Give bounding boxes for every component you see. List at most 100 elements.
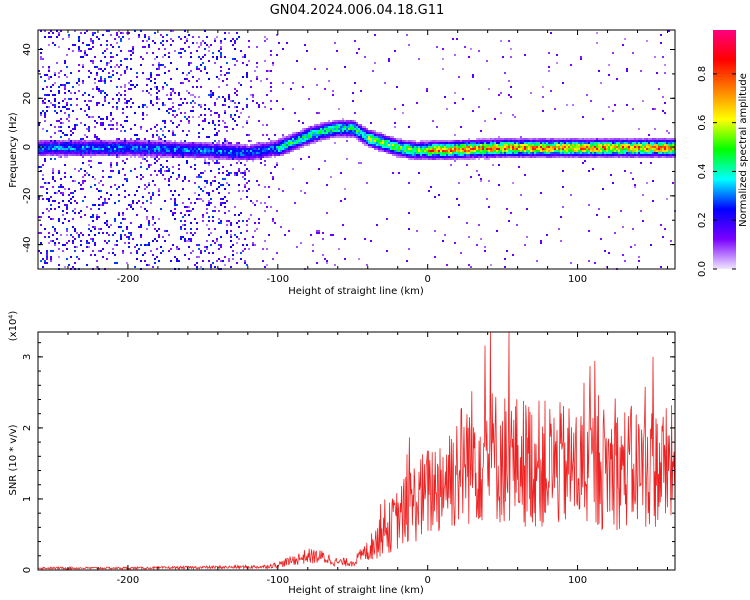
heatmap-cell bbox=[382, 150, 384, 152]
heatmap-cell bbox=[104, 142, 106, 144]
heatmap-cell bbox=[88, 234, 90, 236]
heatmap-cell bbox=[78, 144, 80, 146]
heatmap-cell bbox=[584, 146, 586, 148]
heatmap-cell bbox=[244, 174, 246, 176]
heatmap-cell bbox=[630, 154, 632, 156]
heatmap-cell bbox=[594, 146, 596, 148]
heatmap-cell bbox=[520, 146, 522, 148]
heatmap-cell bbox=[82, 66, 84, 68]
heatmap-cell bbox=[160, 208, 162, 210]
heatmap-cell bbox=[72, 266, 74, 268]
heatmap-cell bbox=[124, 152, 126, 154]
heatmap-cell bbox=[224, 32, 226, 34]
heatmap-cell bbox=[594, 148, 596, 150]
heatmap-cell bbox=[550, 152, 552, 154]
heatmap-cell bbox=[596, 142, 598, 144]
heatmap-cell bbox=[162, 154, 164, 156]
heatmap-cell bbox=[68, 82, 70, 84]
heatmap-cell bbox=[138, 154, 140, 156]
heatmap-cell bbox=[142, 146, 144, 148]
heatmap-cell bbox=[86, 104, 88, 106]
heatmap-cell bbox=[456, 198, 458, 200]
heatmap-cell bbox=[398, 144, 400, 146]
heatmap-cell bbox=[376, 140, 378, 142]
heatmap-cell bbox=[584, 152, 586, 154]
heatmap-cell bbox=[446, 152, 448, 154]
heatmap-cell bbox=[594, 154, 596, 156]
heatmap-cell bbox=[398, 142, 400, 144]
heatmap-cell bbox=[66, 54, 68, 56]
heatmap-cell bbox=[152, 64, 154, 66]
heatmap-cell bbox=[444, 142, 446, 144]
heatmap-cell bbox=[496, 150, 498, 152]
heatmap-cell bbox=[72, 226, 74, 228]
heatmap-cell bbox=[606, 150, 608, 152]
heatmap-cell bbox=[230, 116, 232, 118]
heatmap-cell bbox=[494, 138, 496, 140]
heatmap-cell bbox=[594, 140, 596, 142]
heatmap-cell bbox=[98, 216, 100, 218]
heatmap-cell bbox=[536, 146, 538, 148]
heatmap-cell bbox=[146, 244, 148, 246]
heatmap-cell bbox=[326, 134, 328, 136]
heatmap-cell bbox=[580, 150, 582, 152]
heatmap-cell bbox=[600, 152, 602, 154]
heatmap-cell bbox=[644, 144, 646, 146]
heatmap-cell bbox=[84, 32, 86, 34]
heatmap-cell bbox=[42, 148, 44, 150]
heatmap-cell bbox=[638, 138, 640, 140]
heatmap-cell bbox=[240, 84, 242, 86]
heatmap-cell bbox=[44, 98, 46, 100]
heatmap-cell bbox=[180, 104, 182, 106]
heatmap-cell bbox=[94, 134, 96, 136]
heatmap-cell bbox=[220, 146, 222, 148]
heatmap-cell bbox=[184, 30, 186, 32]
heatmap-cell bbox=[530, 140, 532, 142]
heatmap-cell bbox=[408, 146, 410, 148]
heatmap-cell bbox=[164, 120, 166, 122]
heatmap-cell bbox=[210, 92, 212, 94]
heatmap-cell bbox=[232, 100, 234, 102]
heatmap-cell bbox=[168, 150, 170, 152]
heatmap-cell bbox=[110, 128, 112, 130]
heatmap-cell bbox=[206, 204, 208, 206]
heatmap-cell bbox=[618, 138, 620, 140]
heatmap-cell bbox=[224, 144, 226, 146]
heatmap-cell bbox=[92, 42, 94, 44]
heatmap-cell bbox=[480, 150, 482, 152]
heatmap-cell bbox=[474, 140, 476, 142]
heatmap-cell bbox=[272, 148, 274, 150]
heatmap-cell bbox=[628, 138, 630, 140]
heatmap-cell bbox=[260, 142, 262, 144]
heatmap-cell bbox=[396, 142, 398, 144]
heatmap-cell bbox=[238, 154, 240, 156]
heatmap-cell bbox=[310, 136, 312, 138]
heatmap-cell bbox=[294, 202, 296, 204]
heatmap-cell bbox=[642, 156, 644, 158]
heatmap-cell bbox=[246, 190, 248, 192]
heatmap-cell bbox=[190, 156, 192, 158]
heatmap-cell bbox=[270, 172, 272, 174]
heatmap-cell bbox=[188, 210, 190, 212]
heatmap-cell bbox=[240, 158, 242, 160]
heatmap-cell bbox=[150, 74, 152, 76]
heatmap-cell bbox=[382, 144, 384, 146]
heatmap-cell bbox=[306, 138, 308, 140]
heatmap-cell bbox=[86, 172, 88, 174]
heatmap-cell bbox=[270, 146, 272, 148]
heatmap-cell bbox=[86, 144, 88, 146]
heatmap-cell bbox=[244, 172, 246, 174]
heatmap-cell bbox=[148, 182, 150, 184]
heatmap-cell bbox=[220, 52, 222, 54]
heatmap-cell bbox=[242, 150, 244, 152]
heatmap-cell bbox=[294, 146, 296, 148]
heatmap-cell bbox=[76, 232, 78, 234]
heatmap-cell bbox=[68, 154, 70, 156]
heatmap-cell bbox=[122, 150, 124, 152]
heatmap-cell bbox=[258, 148, 260, 150]
heatmap-cell bbox=[634, 146, 636, 148]
heatmap-cell bbox=[318, 130, 320, 132]
heatmap-cell bbox=[60, 144, 62, 146]
heatmap-cell bbox=[560, 142, 562, 144]
heatmap-cell bbox=[168, 154, 170, 156]
